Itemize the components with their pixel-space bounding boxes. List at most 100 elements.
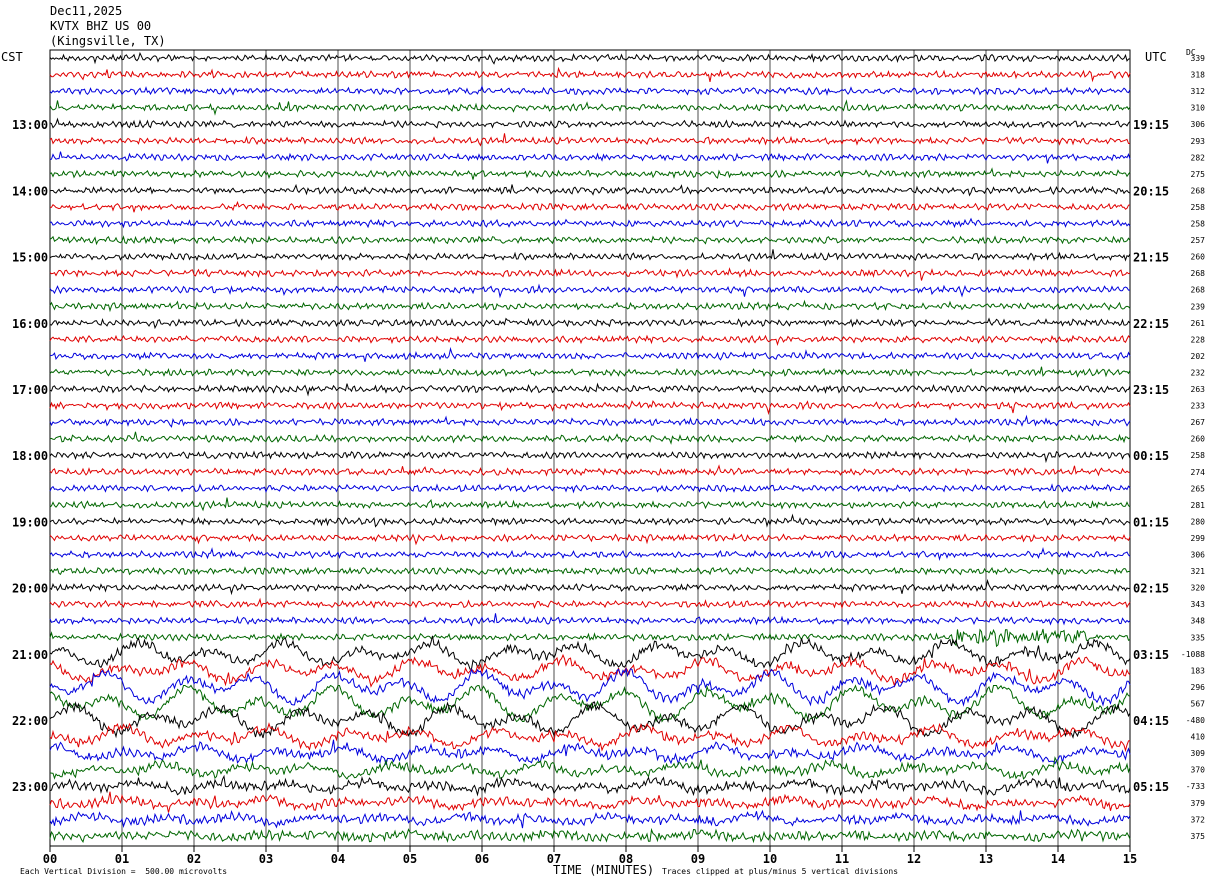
- dc-offset-label: 275: [1191, 170, 1206, 179]
- dc-offset-label: 239: [1191, 302, 1206, 311]
- seismic-trace: [49, 299, 1131, 313]
- x-tick-label: 03: [259, 852, 273, 866]
- dc-offset-label: 258: [1191, 203, 1206, 212]
- seismic-trace: [49, 547, 1131, 561]
- x-tick-label: 02: [187, 852, 201, 866]
- dc-offset-label: 306: [1191, 551, 1206, 560]
- dc-offset-label: 375: [1191, 832, 1206, 841]
- dc-offset-label: 183: [1191, 666, 1206, 675]
- dc-offset-label: 282: [1191, 153, 1206, 162]
- dc-offset-label: 309: [1191, 749, 1206, 758]
- clip-note: Traces clipped at plus/minus 5 vertical …: [662, 867, 899, 876]
- seismic-trace: [49, 249, 1131, 263]
- x-tick-label: 05: [403, 852, 417, 866]
- dc-offset-label: -480: [1186, 716, 1205, 725]
- seismic-trace: [49, 151, 1131, 164]
- left-hour-label: 14:00: [12, 184, 48, 198]
- seismic-trace: [49, 635, 1131, 670]
- dc-offset-label: 233: [1191, 402, 1206, 411]
- dc-offset-label: 274: [1191, 468, 1206, 477]
- right-hour-label: 20:15: [1133, 184, 1169, 198]
- seismic-trace: [49, 701, 1131, 739]
- right-hour-label: 05:15: [1133, 780, 1169, 794]
- right-hour-label: 04:15: [1133, 714, 1169, 728]
- seismic-trace: [49, 85, 1131, 97]
- dc-label: DC: [1186, 48, 1196, 57]
- x-tick-label: 12: [907, 852, 921, 866]
- seismic-trace: [49, 431, 1131, 445]
- seismic-trace: [49, 613, 1131, 627]
- seismic-trace: [49, 267, 1131, 281]
- plot-frame: [49, 49, 1131, 847]
- seismic-trace: [49, 414, 1131, 428]
- dc-offset-label: -1088: [1181, 650, 1205, 659]
- right-hour-label: 21:15: [1133, 251, 1169, 265]
- seismic-trace: [49, 774, 1131, 797]
- left-hour-label: 21:00: [12, 648, 48, 662]
- x-tick-label: 00: [43, 852, 57, 866]
- seismic-trace: [49, 346, 1131, 362]
- left-hour-label: 18:00: [12, 449, 48, 463]
- x-tick-label: 14: [1051, 852, 1065, 866]
- scale-note: Each Vertical Division = 500.00 microvol…: [20, 867, 228, 876]
- dc-offset-label: 267: [1191, 418, 1206, 427]
- dc-offset-label: -733: [1186, 782, 1205, 791]
- seismic-trace: [49, 827, 1131, 844]
- x-tick-label: 11: [835, 852, 849, 866]
- dc-offset-label: 260: [1191, 435, 1206, 444]
- right-hour-label: 22:15: [1133, 317, 1169, 331]
- seismic-traces: [49, 51, 1131, 844]
- x-tick-label: 10: [763, 852, 777, 866]
- right-hour-label: 19:15: [1133, 118, 1169, 132]
- left-hour-label: 17:00: [12, 383, 48, 397]
- dc-offset-label: 312: [1191, 87, 1206, 96]
- right-hour-label: 03:15: [1133, 648, 1169, 662]
- seismic-trace: [49, 684, 1131, 723]
- dc-offset-label: 410: [1191, 733, 1206, 742]
- left-hour-label: 20:00: [12, 582, 48, 596]
- dc-offset-label: 343: [1191, 600, 1206, 609]
- x-tick-label: 13: [979, 852, 993, 866]
- dc-offset-label: 258: [1191, 220, 1206, 229]
- dc-offset-label: 257: [1191, 236, 1206, 245]
- dc-offset-label: 260: [1191, 253, 1206, 262]
- dc-offset-label: 268: [1191, 186, 1206, 195]
- dc-offset-label: 293: [1191, 137, 1206, 146]
- seismic-trace: [49, 722, 1131, 753]
- dc-offset-label: 228: [1191, 335, 1206, 344]
- record-date: Dec11,2025: [50, 4, 123, 18]
- left-timezone-label: CST: [1, 50, 23, 64]
- right-hour-label: 00:15: [1133, 449, 1169, 463]
- chart-grid: [49, 49, 1131, 852]
- seismic-trace: [49, 366, 1131, 378]
- x-tick-label: 04: [331, 852, 345, 866]
- seismic-trace: [49, 217, 1131, 229]
- dc-offset-label: 258: [1191, 451, 1206, 460]
- seismic-trace: [49, 809, 1131, 829]
- dc-offset-label: 310: [1191, 104, 1206, 113]
- dc-offset-label: 348: [1191, 617, 1206, 626]
- dc-offset-label: 261: [1191, 319, 1206, 328]
- left-hour-label: 19:00: [12, 515, 48, 529]
- seismic-trace: [49, 283, 1130, 299]
- dc-offset-label: 318: [1191, 71, 1206, 80]
- x-tick-label: 07: [547, 852, 561, 866]
- x-axis-title: TIME (MINUTES): [553, 863, 655, 877]
- seismic-trace: [49, 739, 1131, 766]
- x-tick-label: 01: [115, 852, 129, 866]
- dc-offset-label: 268: [1191, 286, 1206, 295]
- seismic-trace: [49, 400, 1131, 416]
- station-code: KVTX BHZ US 00: [50, 19, 152, 33]
- seismic-trace: [49, 532, 1131, 546]
- dc-offset-label: 379: [1191, 799, 1206, 808]
- right-hour-label: 23:15: [1133, 383, 1169, 397]
- right-hour-label: 01:15: [1133, 515, 1169, 529]
- seismic-trace: [49, 133, 1131, 147]
- dc-offset-label: 372: [1191, 815, 1206, 824]
- left-hour-label: 15:00: [12, 251, 48, 265]
- seismic-trace: [49, 756, 1131, 780]
- dc-offset-label: 299: [1191, 534, 1206, 543]
- seismic-trace: [49, 117, 1131, 129]
- seismic-trace: [49, 566, 1131, 576]
